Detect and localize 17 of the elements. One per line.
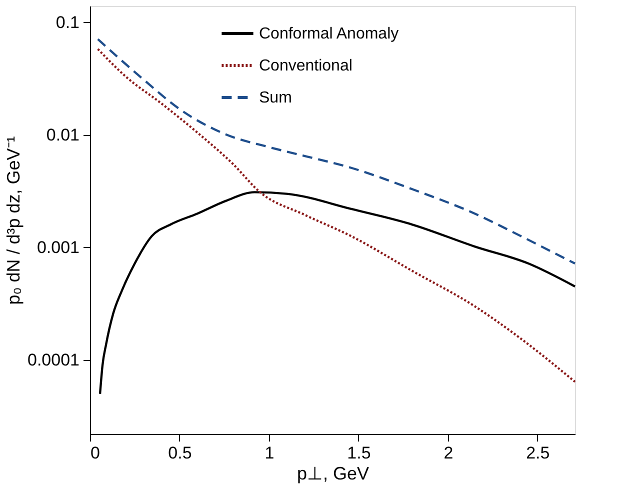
y-tick-label: 0.01 [46, 125, 80, 144]
x-axis-title: p⊥, GeV [296, 464, 370, 484]
line-series [98, 191, 576, 395]
x-tick-label: 2 [444, 444, 454, 462]
x-tick-label: 1 [264, 444, 274, 462]
x-tick-label: 2.5 [526, 444, 550, 462]
y-tick-label: 0.001 [36, 238, 80, 257]
legend-label: Conformal Anomaly [259, 26, 399, 42]
y-axis-title: p₀ dN / d³p dz, GeV⁻¹ [4, 136, 24, 305]
legend-label: Sum [259, 90, 292, 106]
legend-label: Conventional [259, 58, 352, 74]
x-tick-label: 0.5 [168, 444, 192, 462]
y-tick-label: 0.1 [56, 12, 80, 32]
y-tick-label: 0.0001 [28, 350, 80, 370]
x-tick-label: 0 [90, 444, 100, 462]
line-series [96, 48, 576, 383]
x-tick-label: 1.5 [347, 444, 371, 462]
